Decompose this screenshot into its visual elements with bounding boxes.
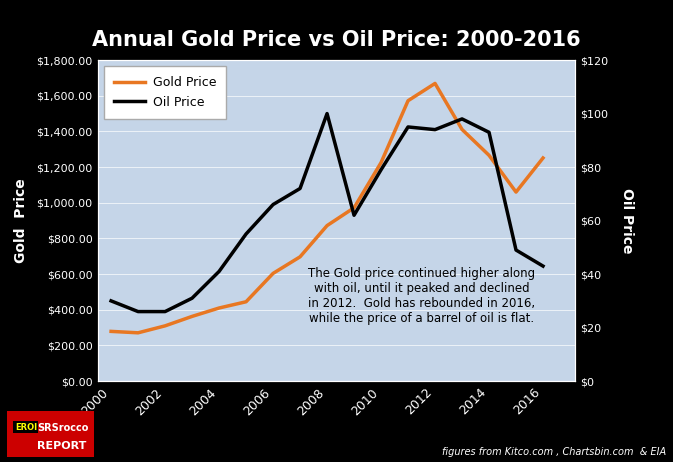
Text: The Gold price continued higher along
with oil, until it peaked and declined
in : The Gold price continued higher along wi…	[308, 267, 535, 324]
Y-axis label: Oil Price: Oil Price	[620, 188, 633, 253]
Text: SRSrocco: SRSrocco	[37, 423, 88, 433]
Text: figures from Kitco.com , Chartsbin.com  & EIA: figures from Kitco.com , Chartsbin.com &…	[442, 447, 666, 457]
Text: EROI: EROI	[15, 423, 37, 432]
Text: REPORT: REPORT	[37, 441, 86, 451]
Text: Annual Gold Price vs Oil Price: 2000-2016: Annual Gold Price vs Oil Price: 2000-201…	[92, 30, 581, 50]
Legend: Gold Price, Oil Price: Gold Price, Oil Price	[104, 67, 226, 119]
Y-axis label: Gold  Price: Gold Price	[14, 178, 28, 263]
